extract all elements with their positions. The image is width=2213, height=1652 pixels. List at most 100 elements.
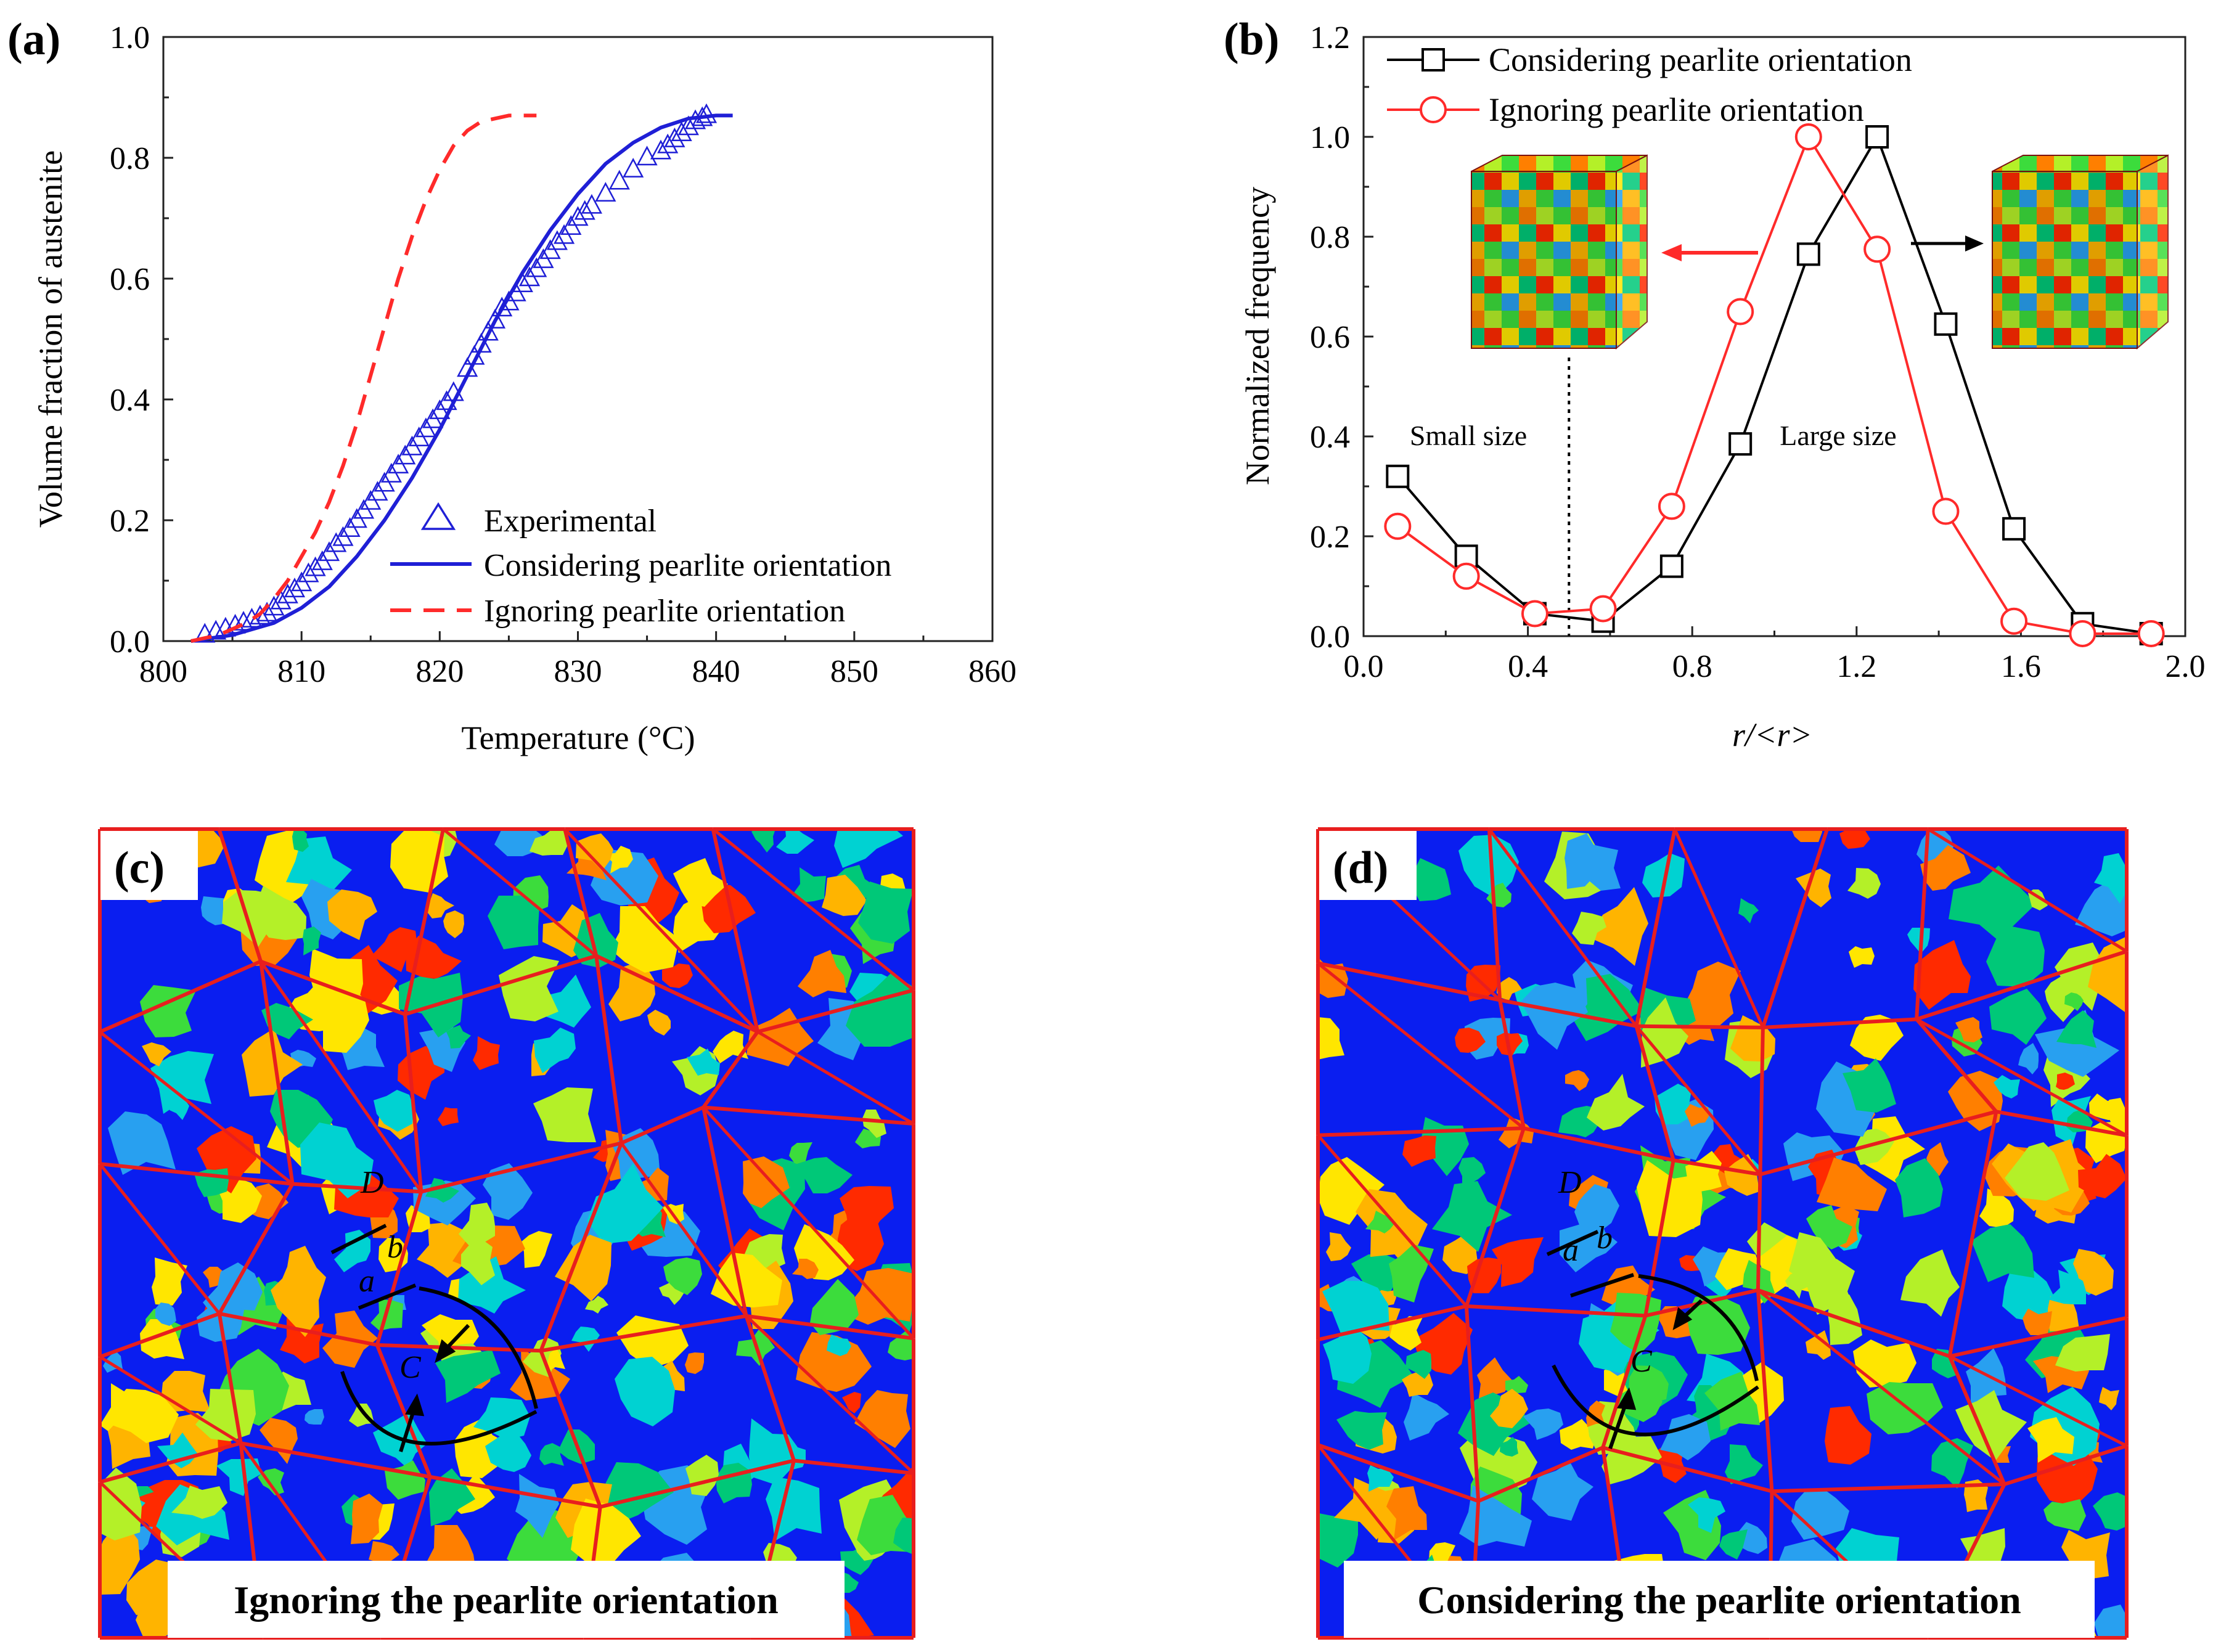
experimental-point	[477, 321, 499, 341]
grain	[663, 1257, 702, 1295]
experimental-point	[284, 578, 306, 597]
grain-boundary	[746, 1314, 914, 1341]
grain	[796, 1332, 872, 1392]
chart-a-xtick-label: 810	[277, 654, 325, 689]
grain	[171, 1486, 227, 1519]
grain-boundary	[1487, 828, 1502, 1000]
grain	[1574, 1184, 1619, 1235]
grain	[1789, 1232, 1838, 1285]
grain-boundary	[1949, 1315, 2127, 1359]
chart-b-xtick-label: 0.8	[1672, 649, 1712, 684]
grain	[438, 1107, 459, 1126]
experimental-point	[491, 296, 513, 317]
grain	[1326, 1232, 1351, 1261]
data-point-ignoring	[2069, 620, 2096, 647]
grain-boundary	[259, 960, 423, 1193]
experimental-point	[636, 145, 658, 166]
grain	[494, 829, 542, 856]
grain	[443, 910, 464, 938]
grain	[854, 1390, 910, 1448]
series-line-considering	[190, 113, 733, 643]
panel-c-label: (c)	[114, 843, 165, 893]
grain	[1979, 1188, 2014, 1228]
chart-a-ytick-label: 0.2	[110, 504, 150, 539]
grain	[446, 1025, 471, 1049]
grain	[1948, 1071, 2003, 1131]
experimental-point	[305, 556, 326, 576]
grain	[1850, 1015, 1904, 1061]
grain	[155, 1302, 176, 1326]
grain	[1920, 845, 1971, 891]
chart-b-xtick-label: 2.0	[2166, 649, 2206, 684]
grain-boundary	[1643, 1159, 1675, 1316]
grain-boundary	[240, 1441, 431, 1479]
grain	[1806, 1330, 1831, 1360]
grain	[303, 926, 321, 955]
grain	[1964, 1479, 1988, 1512]
grain-boundary	[217, 1313, 243, 1444]
grain-boundary	[1927, 827, 2128, 953]
grain	[2064, 992, 2084, 1011]
experimental-point	[298, 562, 319, 583]
grain-boundary	[259, 961, 295, 1185]
chart-b-ytick-label: 0.8	[1310, 220, 1350, 255]
grain-boundary	[1947, 1111, 1998, 1357]
grain	[1386, 1486, 1427, 1540]
experimental-point	[546, 230, 568, 250]
grain	[1523, 1409, 1563, 1440]
grain	[1587, 1074, 1645, 1131]
grain-boundary	[539, 1142, 623, 1352]
grain	[1455, 1028, 1486, 1053]
grain	[1684, 962, 1741, 1028]
data-point-ignoring	[1863, 235, 1891, 263]
grain-boundary	[744, 1315, 796, 1462]
grain-boundary	[99, 1163, 221, 1315]
grain-boundary	[1634, 1025, 1675, 1161]
grain	[842, 1392, 861, 1413]
grain	[1719, 1529, 1748, 1560]
grain	[170, 1097, 189, 1120]
chart-b-ytick-label: 0.4	[1310, 420, 1350, 455]
grain	[1900, 1249, 1960, 1317]
data-point-ignoring	[1727, 298, 1754, 325]
grain	[846, 973, 914, 1047]
chart-a-xtick-label: 860	[968, 654, 1017, 689]
grain-boundary	[539, 1350, 602, 1508]
grain	[1532, 1462, 1593, 1521]
grain-boundary	[403, 1014, 423, 1192]
data-point-ignoring	[1384, 512, 1412, 540]
grain-boundary	[1602, 1446, 1773, 1494]
chart-b-xtick-label: 0.4	[1508, 649, 1548, 684]
chart-b-xtick-label: 0.0	[1344, 649, 1384, 684]
grain	[547, 1348, 565, 1372]
grain	[751, 829, 775, 853]
grain-boundary	[702, 1106, 915, 1339]
grain	[1497, 977, 1522, 1000]
grain	[1318, 1513, 1358, 1568]
grain-boundary	[620, 1142, 748, 1317]
grain-boundary	[1915, 1018, 2128, 1137]
grain	[334, 1230, 370, 1272]
grain	[840, 1186, 894, 1235]
grain	[1955, 1017, 1982, 1042]
grain-boundary	[1317, 1443, 1479, 1503]
grain-boundary	[1523, 1126, 1674, 1163]
grain	[1907, 928, 1930, 954]
experimental-point	[232, 610, 255, 631]
data-point-considering	[1865, 125, 1889, 149]
grain	[435, 1350, 501, 1403]
legend-b-marker-considering	[1421, 48, 1445, 72]
grain	[539, 1443, 564, 1466]
map-d-grain-boundaries	[1316, 827, 2129, 1640]
grain	[521, 1231, 552, 1268]
legend-a-label-experimental: Experimental	[484, 504, 657, 539]
experimental-point	[695, 103, 718, 123]
grain	[108, 1111, 176, 1175]
data-point-considering	[1934, 312, 1958, 336]
grain	[1971, 1224, 2034, 1282]
legend-b-label-considering: Considering pearlite orientation	[1489, 41, 1912, 78]
grain	[647, 1010, 671, 1036]
data-point-ignoring	[1932, 497, 1960, 525]
grain	[369, 1541, 399, 1563]
grain	[1565, 833, 1603, 889]
